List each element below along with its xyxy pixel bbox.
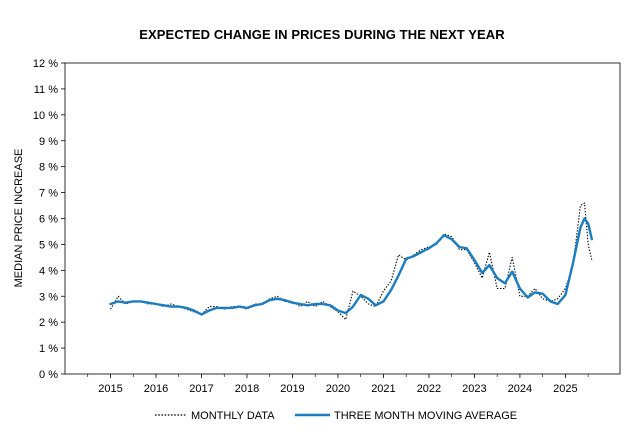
x-tick-label: 2024: [508, 383, 532, 395]
y-tick-label: 2 %: [39, 317, 58, 329]
y-tick-label: 8 %: [39, 162, 58, 174]
x-tick-label: 2019: [280, 383, 304, 395]
x-tick-label: 2017: [189, 383, 213, 395]
y-tick-label: 9 %: [39, 136, 58, 148]
legend-label-moving-average: THREE MONTH MOVING AVERAGE: [334, 410, 517, 422]
y-tick-label: 0 %: [39, 369, 58, 381]
y-tick-label: 10 %: [33, 110, 58, 122]
series-monthly-data-line: [110, 202, 593, 321]
y-tick-label: 7 %: [39, 188, 58, 200]
y-tick-label: 1 %: [39, 343, 58, 355]
x-axis: 2015 2016 2017 2018 2019 2020 2021 2022 2023 2024…: [87, 374, 589, 395]
legend-label-monthly: MONTHLY DATA: [191, 410, 275, 422]
y-axis-title: MEDIAN PRICE INCREASE: [13, 149, 25, 288]
x-tick-label: 2016: [144, 383, 168, 395]
x-tick-label: 2020: [326, 383, 350, 395]
chart-title: EXPECTED CHANGE IN PRICES DURING THE NEX…: [139, 27, 505, 42]
legend: MONTHLY DATA THREE MONTH MOVING AVERAGE: [155, 410, 517, 422]
x-tick-label: 2021: [371, 383, 395, 395]
y-tick-label: 3 %: [39, 291, 58, 303]
y-tick-label: 6 %: [39, 214, 58, 226]
x-tick-label: 2025: [553, 383, 577, 395]
y-tick-label: 11 %: [34, 84, 58, 96]
y-tick-label: 12 %: [33, 58, 58, 70]
x-tick-label: 2022: [417, 383, 441, 395]
x-tick-label: 2018: [235, 383, 259, 395]
y-axis: 0 % 1 % 2 % 3 % 4 % 5 % 6 % 7 % 8 % 9 % 10 % 11 % 12…: [33, 58, 65, 381]
y-tick-label: 4 %: [39, 265, 58, 277]
x-tick-label: 2015: [98, 383, 122, 395]
series-layer: [109, 202, 593, 321]
x-tick-label: 2023: [462, 383, 486, 395]
series-moving-average-line: [109, 217, 593, 316]
y-tick-label: 5 %: [39, 239, 58, 251]
plot-area-border: [64, 62, 621, 375]
